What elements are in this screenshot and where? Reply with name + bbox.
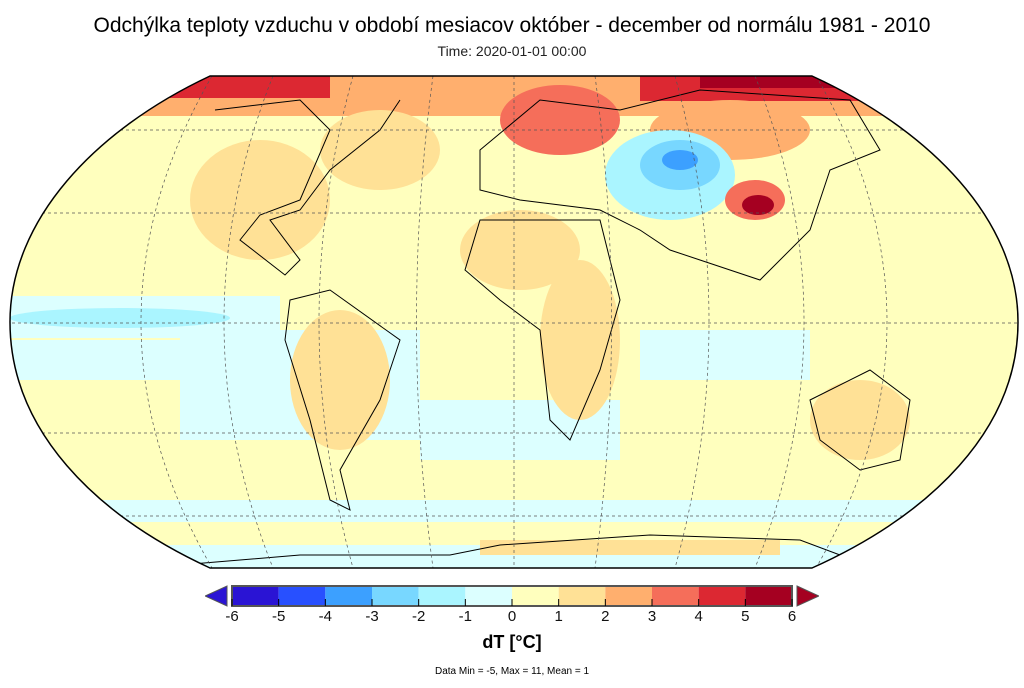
colorbar <box>205 585 819 607</box>
anomaly-field <box>10 76 1018 568</box>
colorbar-segment <box>605 586 652 606</box>
colorbar-tick-label: -3 <box>365 608 379 625</box>
world-map <box>9 75 1019 569</box>
colorbar-tick-label: 0 <box>507 608 517 625</box>
data-stats: Data Min = -5, Max = 11, Mean = 1 <box>434 666 590 677</box>
colorbar-segment <box>465 586 512 606</box>
graticule <box>10 76 1018 568</box>
colorbar-segment <box>278 586 326 606</box>
colorbar-segment <box>698 586 746 606</box>
colorbar-over-arrow <box>796 585 819 607</box>
colorbar-tick-label: -2 <box>411 608 426 625</box>
colorbar-tick-label: 3 <box>647 608 657 625</box>
colorbar-tick-label: 4 <box>694 608 703 625</box>
map-subtitle: Time: 2020-01-01 00:00 <box>437 43 587 59</box>
colorbar-segment <box>418 586 466 606</box>
colorbar-tick-label: 2 <box>601 608 610 625</box>
map-title: Odchýlka teploty vzduchu v období mesiac… <box>93 14 931 37</box>
colorbar-tick-label: 5 <box>741 608 750 625</box>
colorbar-segment <box>558 586 606 606</box>
colorbar-tick-label: -4 <box>318 608 332 625</box>
colorbar-segment <box>372 586 419 606</box>
colorbar-tick-label: -1 <box>458 608 472 625</box>
colorbar-segment <box>512 586 559 606</box>
colorbar-label: dT [°C] <box>482 632 542 652</box>
colorbar-segment <box>325 586 372 606</box>
colorbar-segment <box>232 586 279 606</box>
colorbar-segment <box>745 586 792 606</box>
map-border <box>9 75 1019 569</box>
colorbar-tick-label: 6 <box>787 608 797 625</box>
colorbar-tick-label: 1 <box>554 608 563 625</box>
colorbar-tick-label: -6 <box>225 608 239 625</box>
colorbar-segment <box>652 586 699 606</box>
colorbar-under-arrow <box>205 585 228 607</box>
colorbar-tick-label: -5 <box>271 608 286 625</box>
coastlines <box>179 89 911 566</box>
